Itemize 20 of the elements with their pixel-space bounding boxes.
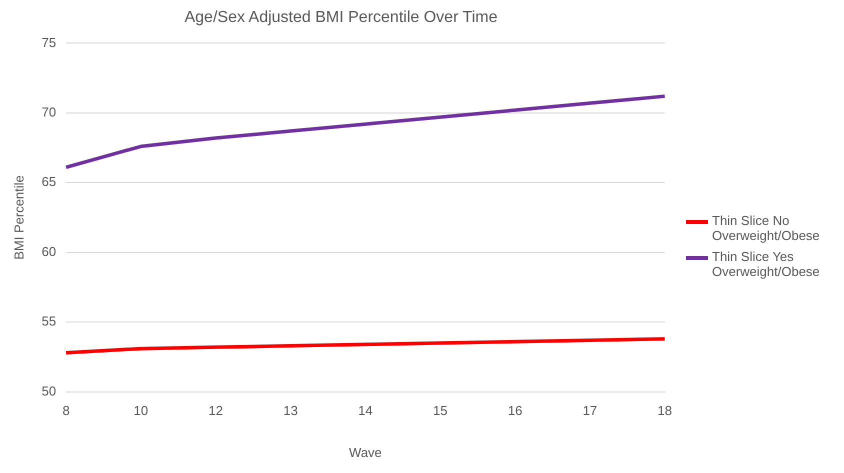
y-tick-label: 55: [42, 314, 56, 329]
x-tick-label: 10: [134, 403, 148, 418]
y-tick-label: 70: [42, 104, 56, 120]
y-tick-label: 50: [42, 383, 56, 398]
chart-title: Age/Sex Adjusted BMI Percentile Over Time: [184, 9, 498, 26]
x-tick-label: 12: [208, 403, 223, 418]
x-tick-label: 13: [283, 403, 298, 418]
y-tick-label: 65: [42, 174, 56, 190]
x-tick-label: 17: [582, 403, 598, 418]
y-tick-label: 75: [42, 34, 56, 50]
x-tick-label: 18: [658, 403, 672, 418]
x-tick-label: 14: [358, 403, 373, 418]
x-tick-label: 16: [508, 403, 522, 418]
x-tick-label: 15: [433, 403, 448, 418]
legend-label: Thin Slice No Overweight/Obese: [712, 213, 821, 243]
legend-label: Thin Slice Yes Overweight/Obese: [712, 249, 821, 279]
x-axis-title: Wave: [349, 444, 382, 460]
x-tick-label: 8: [62, 403, 70, 418]
y-tick-label: 60: [42, 244, 56, 259]
y-axis-title: BMI Percentile: [11, 175, 26, 260]
